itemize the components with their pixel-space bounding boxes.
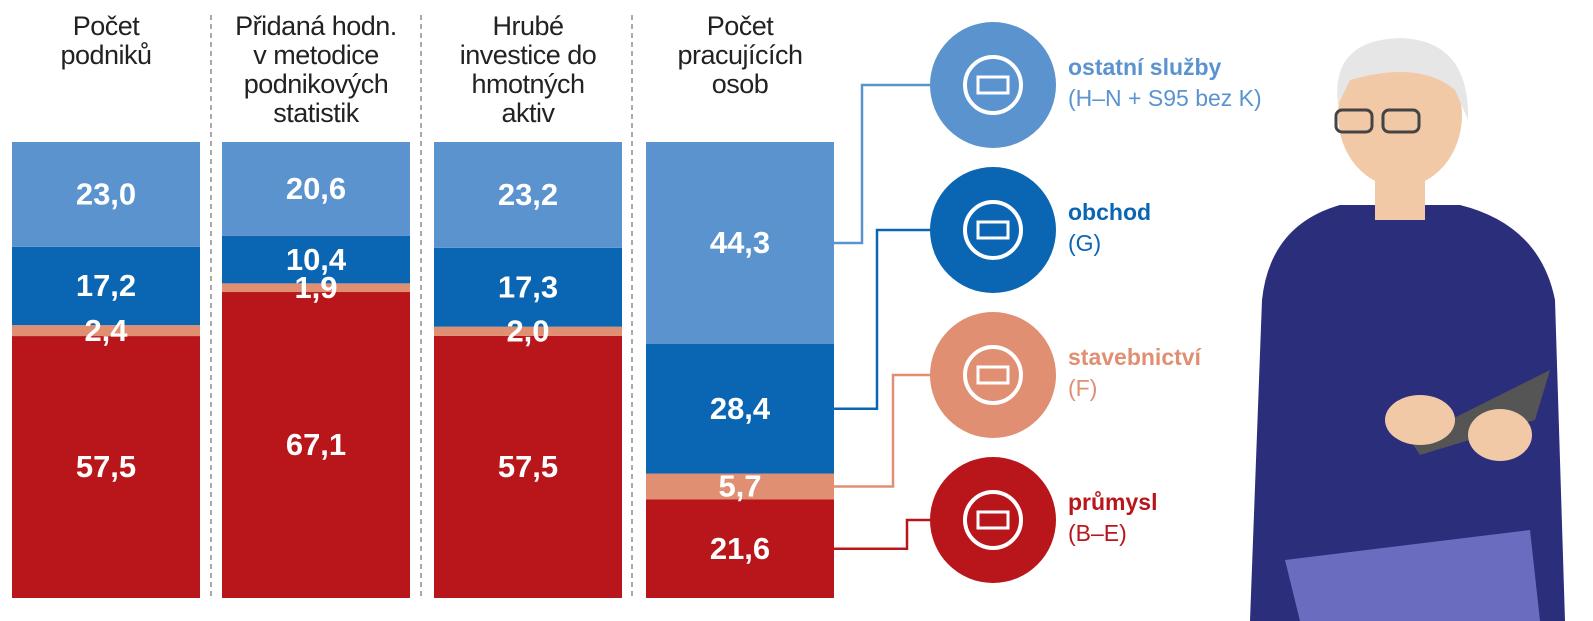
infographic: 57,52,417,223,067,11,910,420,657,52,017,… <box>0 0 1593 621</box>
value-label: 28,4 <box>710 391 771 426</box>
value-label: 67,1 <box>286 427 346 462</box>
value-label: 44,3 <box>710 225 770 260</box>
value-label: 23,2 <box>498 177 558 212</box>
value-label: 2,0 <box>506 313 549 348</box>
connector <box>834 230 935 409</box>
category-title: Počet podniků <box>12 12 200 70</box>
legend-code: (H–N + S95 bez K) <box>1068 83 1262 114</box>
legend-code: (G) <box>1068 228 1101 259</box>
value-label: 2,4 <box>84 313 128 348</box>
connector <box>834 520 935 549</box>
legend-icon <box>930 312 1056 438</box>
legend-code: (B–E) <box>1068 518 1127 549</box>
value-label: 17,3 <box>498 269 558 304</box>
value-label: 57,5 <box>498 449 558 484</box>
legend-name: ostatní služby <box>1068 52 1221 83</box>
value-label: 21,6 <box>710 531 770 566</box>
legend-code: (F) <box>1068 373 1097 404</box>
value-label: 57,5 <box>76 449 136 484</box>
illustration <box>1250 38 1565 621</box>
legend-name: průmysl <box>1068 487 1157 518</box>
category-title: Hrubé investice do hmotných aktiv <box>434 12 622 128</box>
legend-name: obchod <box>1068 197 1151 228</box>
legend-name: stavebnictví <box>1068 342 1201 373</box>
legend-icon <box>930 457 1056 583</box>
category-title: Počet pracujících osob <box>646 12 834 99</box>
value-label: 20,6 <box>286 171 346 206</box>
value-label: 10,4 <box>286 242 347 277</box>
value-label: 5,7 <box>718 469 761 504</box>
legend-icon <box>930 22 1056 148</box>
category-title: Přidaná hodn. v metodice podnikových sta… <box>222 12 410 128</box>
value-label: 17,2 <box>76 268 136 303</box>
connector <box>834 85 935 243</box>
value-label: 23,0 <box>76 177 136 212</box>
connector <box>834 375 935 487</box>
legend-icon <box>930 167 1056 293</box>
